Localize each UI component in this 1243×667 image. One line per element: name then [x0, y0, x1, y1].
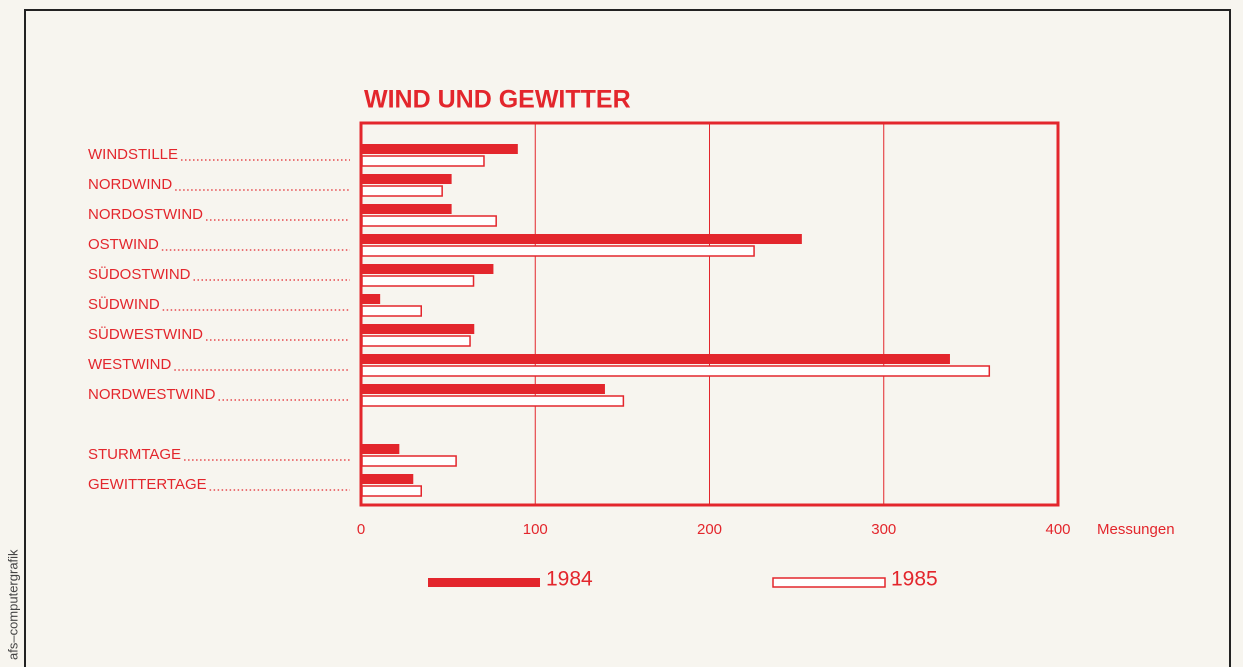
bar — [361, 395, 625, 407]
credit: afs–computergrafik — [5, 549, 20, 660]
x-axis-label: Messungen — [1097, 521, 1175, 538]
bar — [361, 245, 755, 257]
bar — [361, 234, 802, 244]
bar — [361, 324, 475, 334]
bar — [361, 294, 381, 304]
legend-label: 1985 — [891, 568, 938, 591]
bar — [361, 144, 518, 154]
legend-swatch — [428, 578, 540, 587]
x-tick-label: 0 — [357, 521, 365, 538]
y-tick-label: OSTWIND — [88, 236, 159, 253]
x-tick-label: 200 — [697, 521, 722, 538]
bar — [361, 365, 991, 377]
y-tick-label: NORDOSTWIND — [88, 206, 203, 223]
y-tick-label: NORDWIND — [88, 176, 172, 193]
y-tick-label: GEWITTERTAGE — [88, 476, 207, 493]
bar — [361, 354, 950, 364]
frame — [24, 9, 1231, 667]
x-tick-label: 400 — [1045, 521, 1070, 538]
bar — [361, 185, 443, 197]
bar — [361, 474, 414, 484]
x-tick-label: 300 — [871, 521, 896, 538]
y-tick-label: SÜDWESTWIND — [88, 325, 203, 343]
x-tick-label: 100 — [523, 521, 548, 538]
bar — [361, 215, 497, 227]
bar — [361, 455, 457, 467]
bar — [361, 305, 422, 317]
bar — [361, 485, 422, 497]
y-tick-label: WINDSTILLE — [88, 146, 178, 163]
bar — [361, 155, 485, 167]
legend-swatch — [772, 577, 886, 588]
y-tick-label: NORDWESTWIND — [88, 386, 216, 403]
bar — [361, 275, 475, 287]
chart-title: WIND UND GEWITTER — [364, 86, 631, 114]
plot-border — [359, 121, 1060, 507]
bar — [361, 264, 494, 274]
bar — [361, 444, 400, 454]
y-tick-label: SÜDWIND — [88, 295, 160, 313]
y-tick-label: SÜDOSTWIND — [88, 265, 191, 283]
y-tick-label: WESTWIND — [88, 356, 171, 373]
bar — [361, 335, 471, 347]
bar — [361, 204, 452, 214]
y-tick-label: STURMTAGE — [88, 446, 181, 463]
legend-label: 1984 — [546, 568, 593, 591]
bar — [361, 384, 605, 394]
bar — [361, 174, 452, 184]
